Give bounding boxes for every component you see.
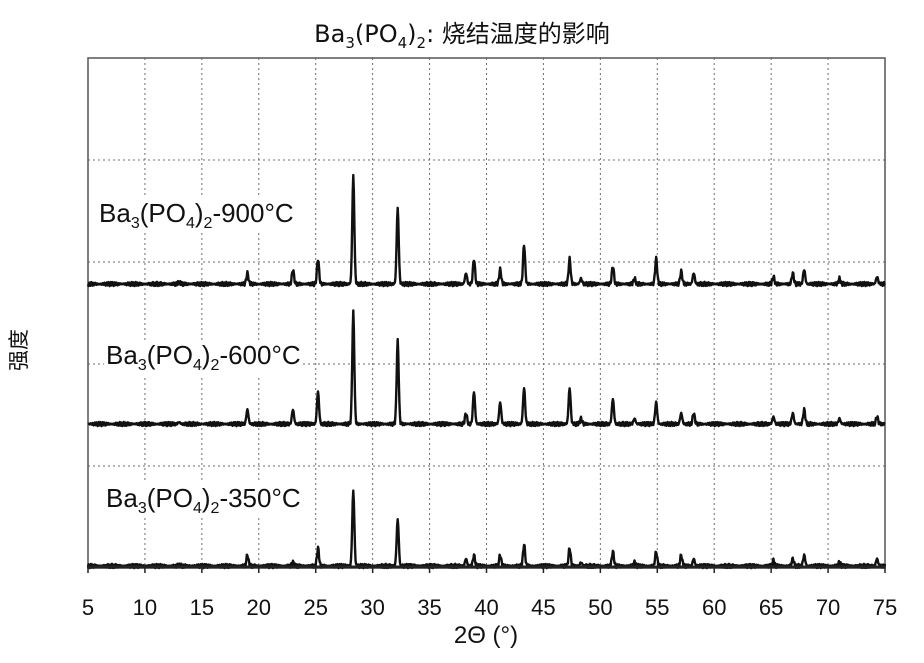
x-tick-label: 25 [303,595,328,620]
y-axis-label: 强度 [7,329,31,371]
x-tick-label: 5 [81,595,95,620]
series-label-600: Ba3(PO4)2-600°C [104,340,303,376]
series-line-900 [86,173,886,288]
series-line-600 [87,309,886,428]
x-tick-marks [87,567,886,573]
x-tick-label: 70 [815,595,841,620]
x-tick-label: 65 [758,595,784,620]
x-tick-label: 45 [531,595,556,620]
x-tick-label: 60 [701,595,727,620]
x-tick-label: 55 [645,595,670,620]
x-tick-label: 35 [417,595,442,620]
x-tick-label: 75 [872,595,898,620]
x-axis-label: 2Θ (°) [453,622,519,649]
x-tick-label: 15 [189,595,215,620]
x-tick-label: 10 [132,595,158,620]
x-tick-label: 50 [588,595,613,620]
x-tick-label: 40 [474,595,499,620]
x-tick-label: 20 [246,595,272,620]
series-label-350: Ba3(PO4)2-350°C [104,483,303,519]
series-label-900: Ba3(PO4)2-900°C [97,198,296,234]
chart-title: Ba3(PO4)2: 烧结温度的影响 [314,20,610,52]
x-tick-label: 30 [360,595,385,620]
